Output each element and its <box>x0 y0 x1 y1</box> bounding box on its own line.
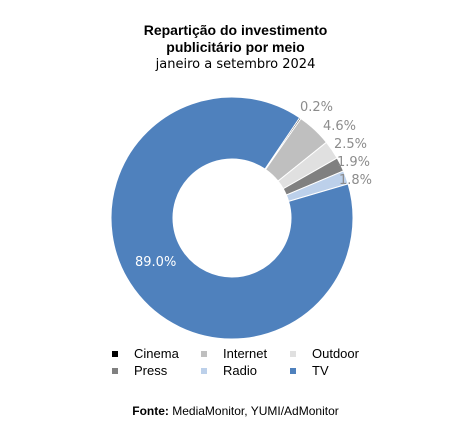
legend-row-1: Cinema Internet Outdoor <box>112 346 412 363</box>
chart-title-line-2: publicitário por meio <box>166 39 305 55</box>
legend-item-cinema: Cinema <box>112 346 179 361</box>
legend-swatch-tv <box>290 367 296 374</box>
data-label-internet: 4.6% <box>323 119 356 134</box>
legend-swatch-outdoor <box>290 350 296 357</box>
donut-slices <box>110 96 354 340</box>
legend: Cinema Internet Outdoor Press Radio <box>112 346 412 380</box>
legend-item-press: Press <box>112 363 167 378</box>
legend-item-outdoor: Outdoor <box>290 346 359 361</box>
legend-label-outdoor: Outdoor <box>312 346 359 361</box>
slice-tv <box>110 96 354 340</box>
legend-label-press: Press <box>134 363 168 378</box>
legend-swatch-internet <box>201 350 207 357</box>
source-text: MediaMonitor, YUMI/AdMonitor <box>168 404 339 418</box>
donut-labels: 0.2% 4.6% 2.5% 1.9% 1.8% 89.0% <box>135 100 372 270</box>
legend-label-tv: TV <box>312 363 329 378</box>
chart-title-block: Repartição do investimento publicitário … <box>0 22 471 73</box>
legend-swatch-press <box>112 367 118 374</box>
source-note: Fonte: MediaMonitor, YUMI/AdMonitor <box>0 404 471 418</box>
legend-label-internet: Internet <box>223 346 268 361</box>
chart-subtitle: janeiro a setembro 2024 <box>155 57 316 72</box>
data-label-radio: 1.8% <box>339 173 372 188</box>
legend-item-radio: Radio <box>201 363 257 378</box>
data-label-press: 1.9% <box>337 155 370 170</box>
legend-swatch-cinema <box>112 350 118 357</box>
source-label: Fonte: <box>132 404 169 418</box>
data-label-outdoor: 2.5% <box>334 137 367 152</box>
legend-swatch-radio <box>201 367 207 374</box>
data-label-cinema: 0.2% <box>300 100 333 115</box>
legend-item-tv: TV <box>290 363 329 378</box>
data-label-tv: 89.0% <box>135 255 176 270</box>
legend-label-radio: Radio <box>223 363 257 378</box>
chart-title-line-1: Repartição do investimento <box>143 22 328 38</box>
legend-item-internet: Internet <box>201 346 267 361</box>
legend-row-2: Press Radio TV <box>112 363 412 380</box>
legend-label-cinema: Cinema <box>134 346 179 361</box>
